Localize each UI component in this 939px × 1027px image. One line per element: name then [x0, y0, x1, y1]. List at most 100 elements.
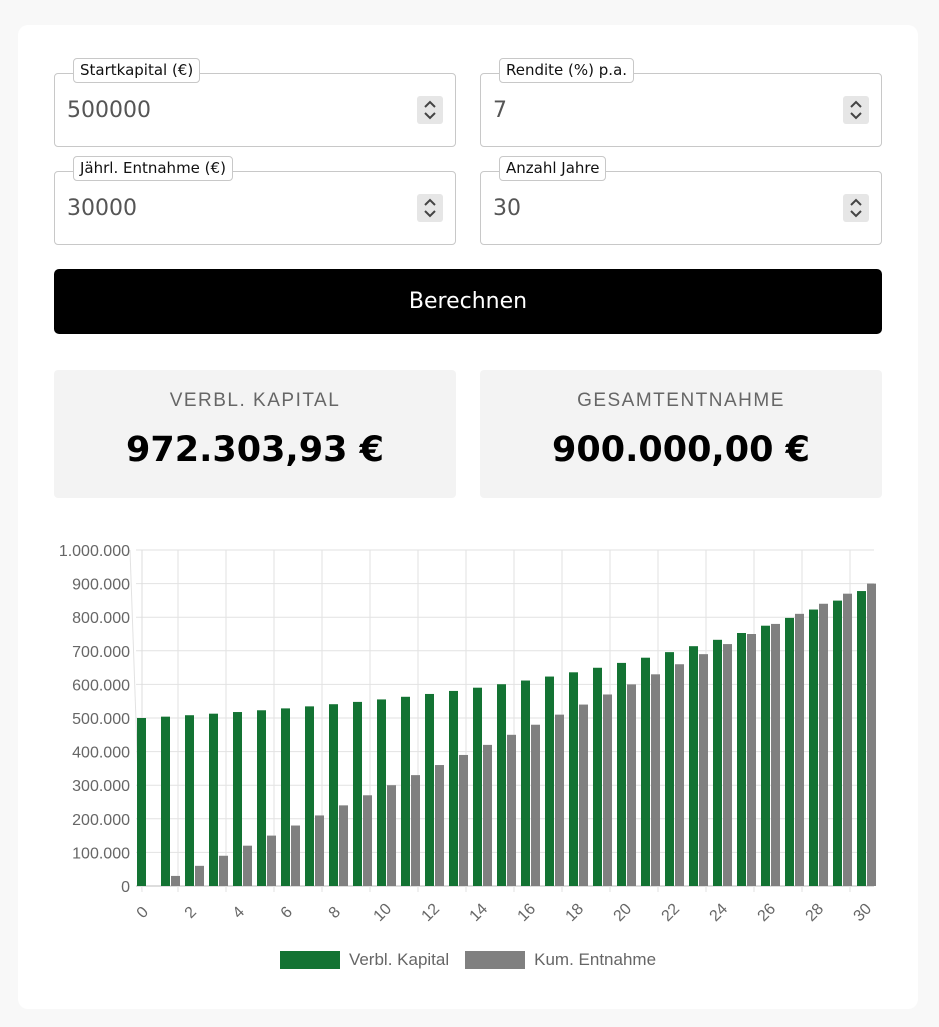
y-tick-label: 300.000 [72, 778, 130, 795]
x-tick-label: 4 [230, 904, 248, 922]
stepper-arrows-icon [850, 100, 862, 120]
x-tick-label: 10 [371, 900, 396, 925]
startkapital-input[interactable]: 500000 [67, 98, 151, 123]
x-tick-label: 14 [467, 900, 492, 925]
jahre-stepper[interactable] [843, 194, 869, 222]
y-tick-label: 100.000 [72, 845, 130, 862]
rendite-stepper[interactable] [843, 96, 869, 124]
bar-kum-entnahme [483, 744, 492, 886]
x-tick-label: 16 [515, 900, 540, 925]
legend-label-entnahme: Kum. Entnahme [534, 950, 657, 969]
bar-verbl-kapital [761, 625, 770, 886]
bar-kum-entnahme [459, 754, 468, 886]
stepper-arrows-icon [850, 198, 862, 218]
berechnen-button[interactable]: Berechnen [54, 269, 882, 334]
bar-kum-entnahme [627, 684, 636, 886]
legend-label-kapital: Verbl. Kapital [348, 950, 450, 969]
jahre-field[interactable]: Anzahl Jahre 30 [480, 156, 882, 245]
bar-kum-entnahme [171, 875, 180, 886]
bar-verbl-kapital [257, 710, 266, 886]
bar-kum-entnahme [843, 593, 852, 886]
bar-kum-entnahme [531, 724, 540, 886]
x-tick-label: 30 [851, 900, 876, 925]
startkapital-stepper[interactable] [417, 96, 443, 124]
bar-verbl-kapital [713, 639, 722, 886]
y-tick-label: 700.000 [72, 644, 130, 661]
bar-verbl-kapital [233, 712, 242, 886]
kapital-stat-card: VERBL. KAPITAL 972.303,93 € [54, 370, 456, 498]
bar-kum-entnahme [699, 654, 708, 886]
bar-verbl-kapital [569, 672, 578, 886]
x-tick-label: 8 [326, 904, 344, 922]
x-tick-label: 0 [134, 904, 152, 922]
bar-kum-entnahme [267, 835, 276, 886]
bar-kum-entnahme [435, 765, 444, 886]
y-tick-label: 0 [121, 879, 130, 896]
x-tick-label: 26 [755, 900, 780, 925]
x-tick-label: 6 [278, 904, 296, 922]
legend-item-kapital[interactable]: Verbl. Kapital [279, 950, 450, 970]
bar-kum-entnahme [651, 674, 660, 886]
bar-kum-entnahme [195, 865, 204, 886]
bar-verbl-kapital [353, 701, 362, 886]
bar-kum-entnahme [675, 664, 684, 886]
rendite-input[interactable]: 7 [493, 98, 507, 123]
stepper-arrows-icon [424, 198, 436, 218]
rendite-label: Rendite (%) p.a. [499, 58, 635, 83]
entnahme-stat-value: 900.000,00 € [552, 430, 810, 470]
bar-kum-entnahme [387, 785, 396, 886]
rendite-field[interactable]: Rendite (%) p.a. 7 [480, 58, 882, 147]
bar-verbl-kapital [857, 591, 866, 886]
x-tick-label: 12 [419, 900, 444, 925]
legend-swatch-kapital [279, 951, 340, 969]
x-tick-label: 2 [182, 904, 200, 922]
startkapital-field[interactable]: Startkapital (€) 500000 [54, 58, 456, 147]
stepper-arrows-icon [424, 100, 436, 120]
bar-verbl-kapital [665, 652, 674, 886]
chart-legend: Verbl. Kapital Kum. Entnahme [18, 949, 918, 971]
bar-verbl-kapital [401, 696, 410, 886]
bar-verbl-kapital [785, 617, 794, 886]
jahre-input[interactable]: 30 [493, 196, 521, 221]
legend-item-entnahme[interactable]: Kum. Entnahme [465, 950, 656, 970]
bar-verbl-kapital [473, 687, 482, 886]
bar-kum-entnahme [819, 603, 828, 886]
bar-verbl-kapital [449, 690, 458, 886]
bar-verbl-kapital [593, 667, 602, 886]
bar-verbl-kapital [641, 657, 650, 886]
y-tick-label: 500.000 [72, 711, 130, 728]
x-tick-label: 22 [659, 900, 684, 925]
entnahme-input[interactable]: 30000 [67, 196, 137, 221]
y-tick-label: 200.000 [72, 812, 130, 829]
bar-verbl-kapital [161, 716, 170, 886]
bar-kum-entnahme [579, 704, 588, 886]
entnahme-label: Jährl. Entnahme (€) [73, 156, 233, 181]
bar-verbl-kapital [425, 693, 434, 886]
kapital-stat-title: VERBL. KAPITAL [169, 390, 341, 411]
entnahme-stat-title: GESAMTENTNAHME [577, 390, 785, 411]
bar-verbl-kapital [281, 708, 290, 886]
bar-verbl-kapital [137, 718, 146, 886]
bar-kum-entnahme [243, 845, 252, 886]
bar-kum-entnahme [771, 623, 780, 886]
bar-verbl-kapital [305, 706, 314, 886]
y-tick-label: 400.000 [72, 745, 130, 762]
bar-kum-entnahme [363, 795, 372, 886]
bar-kum-entnahme [555, 714, 564, 886]
y-tick-label: 600.000 [72, 677, 130, 694]
x-tick-label: 20 [611, 900, 636, 925]
entnahme-stepper[interactable] [417, 194, 443, 222]
bar-kum-entnahme [315, 815, 324, 886]
bar-verbl-kapital [497, 684, 506, 886]
bar-chart: 0 100.000 200.000 300.000 400.000 500.000 600.… [59, 543, 876, 925]
bar-kum-entnahme [291, 825, 300, 886]
y-tick-label: 800.000 [72, 610, 130, 627]
entnahme-field[interactable]: Jährl. Entnahme (€) 30000 [54, 156, 456, 245]
bar-kum-entnahme [747, 634, 756, 886]
bar-verbl-kapital [329, 704, 338, 886]
bar-verbl-kapital [545, 676, 554, 886]
bar-kum-entnahme [795, 613, 804, 886]
bar-kum-entnahme [867, 583, 876, 886]
bar-kum-entnahme [507, 734, 516, 886]
bar-verbl-kapital [377, 699, 386, 886]
